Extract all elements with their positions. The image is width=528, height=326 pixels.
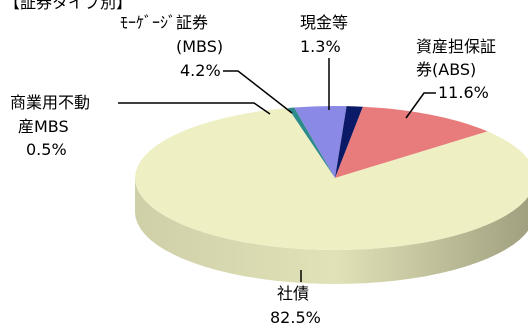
slice-mbs [294, 105, 347, 178]
slice-label-abs: 資産担保証 券(ABS) 11.6% [405, 37, 496, 119]
slice-corporate-side [135, 178, 528, 284]
cmbs-leader-line [118, 102, 271, 115]
corporate-value: 82.5% [270, 308, 321, 326]
mbs-name-line1: ﾓｰｹﾞｰｼﾞ証券 [120, 13, 208, 32]
slice-abs [335, 106, 488, 178]
slice-label-cash: 現金等 1.3% [300, 13, 348, 110]
cmbs-name-line1: 商業用不動 [10, 93, 90, 112]
slice-corporate [135, 108, 528, 250]
slice-label-mbs: ﾓｰｹﾞｰｼﾞ証券 (MBS) 4.2% [120, 13, 293, 114]
mbs-name-line2: (MBS) [176, 37, 223, 56]
slice-label-corporate: 社債 82.5% [270, 270, 321, 326]
chart-header: 【証券タイプ別】 [4, 0, 132, 12]
slice-cmbs [288, 107, 335, 178]
abs-value: 11.6% [438, 83, 489, 102]
pie-group [135, 105, 528, 284]
slice-cash [335, 106, 363, 178]
abs-name-line1: 資産担保証 [416, 37, 496, 56]
cmbs-value: 0.5% [26, 140, 67, 159]
abs-name-line2: 券(ABS) [416, 60, 476, 79]
abs-leader-line [405, 92, 436, 119]
cmbs-name-line2: 産MBS [18, 117, 69, 136]
corporate-name: 社債 [277, 284, 309, 303]
slice-label-cmbs: 商業用不動 産MBS 0.5% [10, 93, 271, 159]
mbs-leader-line [223, 70, 293, 114]
mbs-value: 4.2% [180, 61, 221, 80]
cash-value: 1.3% [300, 37, 341, 56]
cash-name: 現金等 [300, 13, 348, 32]
